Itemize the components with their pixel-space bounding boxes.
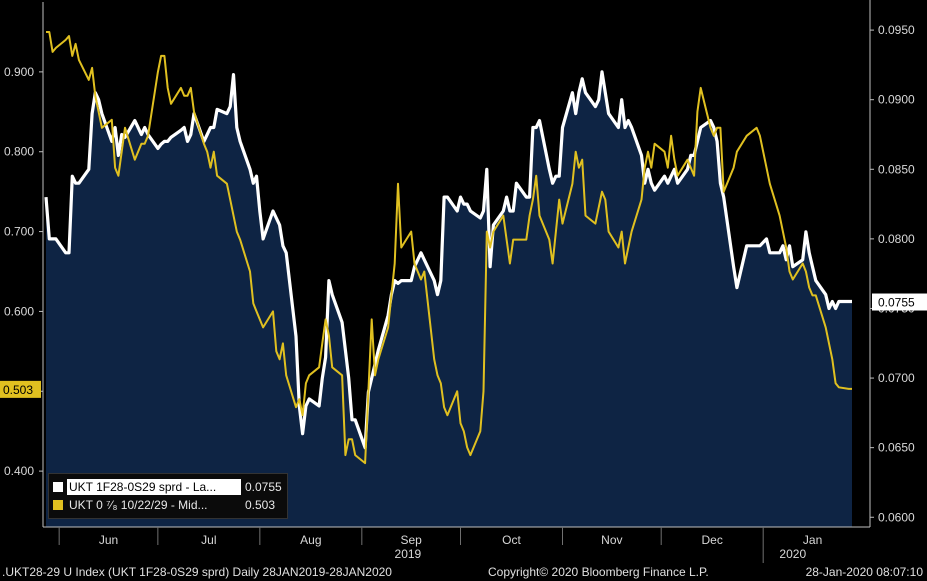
x-axis-layer: Jun Jul Aug Sep Oct Nov Dec Jan 2019 2020: [43, 526, 870, 563]
legend-yellow-series-name: UKT 0 ⁷⁄₈ 10/22/29 - Mid...: [69, 498, 208, 512]
legend-row-white-series[interactable]: UKT 1F28-0S29 sprd - La... 0.0755: [53, 478, 282, 496]
last-value-text-white: 0.0755: [878, 296, 915, 310]
chart-canvas: 0.4000.5000.6000.7000.8000.9000.06000.06…: [0, 0, 927, 563]
axes-layer: 0.4000.5000.6000.7000.8000.9000.06000.06…: [4, 0, 915, 527]
x-year-label: 2019: [395, 547, 422, 561]
legend-white-series-value: 0.0755: [245, 480, 282, 494]
area-fill-layer: [46, 71, 852, 528]
left-tick-label: 0.600: [4, 304, 34, 318]
x-month-label: Jan: [803, 533, 822, 547]
x-month-label: Oct: [502, 533, 521, 547]
x-month-label: Dec: [702, 533, 723, 547]
left-tick-label: 0.700: [4, 225, 34, 239]
series-lines-layer: [44, 31, 852, 465]
last-value-markers: 0.0755 0.503: [0, 293, 927, 398]
left-tick-label: 0.400: [4, 464, 34, 478]
footer-security-info: .UKT28-29 U Index (UKT 1F28-0S29 sprd) D…: [2, 565, 392, 579]
right-tick-label: 0.0600: [878, 510, 915, 524]
footer-bar: .UKT28-29 U Index (UKT 1F28-0S29 sprd) D…: [0, 563, 927, 581]
legend-swatch-white: [53, 482, 63, 492]
right-tick-label: 0.0950: [878, 23, 915, 37]
last-value-text-yellow: 0.503: [3, 383, 33, 397]
left-tick-label: 0.900: [4, 65, 34, 79]
legend-white-series-name: UKT 1F28-0S29 sprd - La...: [67, 479, 241, 495]
last-value-tag-white: [872, 293, 927, 311]
x-month-label: Aug: [300, 533, 321, 547]
legend: UKT 1F28-0S29 sprd - La... 0.0755 UKT 0 …: [48, 473, 288, 519]
series-line-yellow: [46, 31, 852, 465]
legend-yellow-series-value: 0.503: [245, 498, 276, 512]
x-month-label: Nov: [601, 533, 622, 547]
x-month-label: Jul: [201, 533, 216, 547]
left-tick-label: 0.800: [4, 145, 34, 159]
x-year-label: 2020: [779, 547, 806, 561]
last-value-tag-yellow: [0, 380, 41, 398]
legend-swatch-yellow: [53, 500, 63, 510]
footer-timestamp: 28-Jan-2020 08:07:10: [805, 565, 923, 579]
right-tick-label: 0.0800: [878, 232, 915, 246]
right-tick-label: 0.0850: [878, 162, 915, 176]
right-tick-label: 0.0700: [878, 371, 915, 385]
right-tick-label: 0.0900: [878, 93, 915, 107]
series-line-white: [44, 70, 852, 450]
x-month-label: Sep: [400, 533, 422, 547]
legend-row-yellow-series[interactable]: UKT 0 ⁷⁄₈ 10/22/29 - Mid... 0.503: [53, 496, 275, 514]
series-area-white: [46, 71, 852, 528]
right-tick-label: 0.0650: [878, 441, 915, 455]
x-month-label: Jun: [99, 533, 118, 547]
footer-copyright: Copyright© 2020 Bloomberg Finance L.P.: [488, 565, 709, 579]
